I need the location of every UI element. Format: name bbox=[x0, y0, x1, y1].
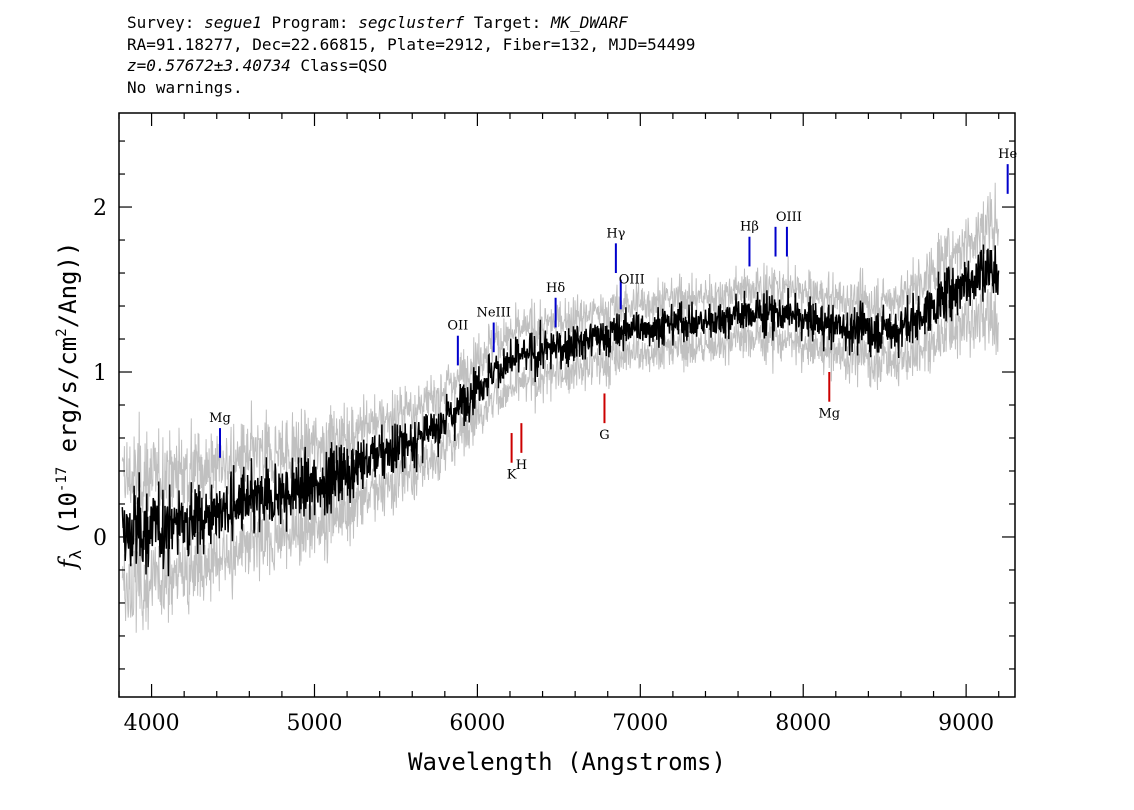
error-band-layer bbox=[121, 182, 1000, 633]
line-marker: OII bbox=[447, 319, 468, 366]
x-tick-label: 6000 bbox=[449, 711, 505, 736]
y-tick-label: 2 bbox=[93, 196, 107, 221]
spectrum-header: Survey: segue1 Program: segclusterf Targ… bbox=[127, 12, 695, 98]
survey-value: segue1 bbox=[204, 13, 262, 32]
line-marker-layer: Mg OII NeIII Hδ Hγ OIII Hβ OIII He KH G Mg bbox=[209, 147, 1017, 483]
line-marker-label: Hβ bbox=[740, 220, 759, 235]
line-marker: He bbox=[998, 147, 1017, 194]
error-upper-line bbox=[121, 182, 1000, 528]
line-marker: Hβ bbox=[740, 220, 759, 267]
line-marker-label: Mg bbox=[818, 407, 840, 422]
program-label: Program: bbox=[261, 13, 359, 32]
line-marker-label: NeIII bbox=[476, 306, 510, 321]
flux-layer bbox=[121, 244, 1000, 577]
line-marker: NeIII bbox=[476, 306, 511, 353]
line-marker: Hγ bbox=[606, 226, 626, 274]
line-marker-label: He bbox=[998, 147, 1017, 162]
x-tick-label: 7000 bbox=[612, 711, 668, 736]
line-marker: Mg bbox=[209, 411, 231, 458]
line-marker: Mg bbox=[818, 372, 840, 422]
y-tick-label: 1 bbox=[93, 361, 107, 386]
line-marker: K bbox=[507, 433, 517, 483]
x-tick-label: 8000 bbox=[775, 711, 831, 736]
flux-line bbox=[121, 244, 1000, 577]
program-value: segclusterf bbox=[358, 13, 465, 32]
header-line-survey: Survey: segue1 Program: segclusterf Targ… bbox=[127, 12, 695, 34]
x-axis-title: Wavelength (Angstroms) bbox=[408, 748, 726, 776]
x-tick-label: 5000 bbox=[286, 711, 342, 736]
line-marker: H bbox=[516, 423, 527, 473]
class-value: Class=QSO bbox=[290, 56, 388, 75]
line-marker-label: OII bbox=[447, 319, 468, 334]
x-tick-label: 4000 bbox=[124, 711, 180, 736]
target-label: Target: bbox=[464, 13, 551, 32]
header-line-redshift: z=0.57672±3.40734 Class=QSO bbox=[127, 55, 695, 77]
line-marker-label: Mg bbox=[209, 411, 231, 426]
header-line-coordinates: RA=91.18277, Dec=22.66815, Plate=2912, F… bbox=[127, 34, 696, 54]
line-marker-label: OIII bbox=[776, 210, 802, 225]
plot-frame bbox=[118, 112, 1016, 698]
line-marker-label: Hγ bbox=[606, 226, 625, 241]
line-marker: G bbox=[599, 393, 610, 443]
x-tick-label: 9000 bbox=[938, 711, 994, 736]
redshift-value: z=0.57672±3.40734 bbox=[127, 56, 291, 75]
line-marker-label: K bbox=[507, 468, 517, 483]
line-marker: OIII bbox=[619, 273, 645, 310]
axis-layer: 4000 5000 6000 7000 8000 9000 0 1 2 bbox=[93, 112, 1016, 736]
survey-label: Survey: bbox=[127, 13, 205, 32]
line-marker-label: G bbox=[599, 428, 609, 443]
line-marker-label: Hδ bbox=[546, 281, 565, 296]
line-marker: Hδ bbox=[546, 281, 565, 328]
y-axis-title: fλ (10-17 erg/s/cm2/Ang)) bbox=[54, 242, 85, 571]
line-marker-label: OIII bbox=[619, 273, 645, 288]
target-value: MK_DWARF bbox=[550, 13, 628, 32]
y-tick-label: 0 bbox=[93, 526, 107, 551]
line-marker-label: H bbox=[516, 458, 527, 473]
header-line-warnings: No warnings. bbox=[127, 77, 243, 97]
line-marker: OIII bbox=[776, 210, 802, 257]
